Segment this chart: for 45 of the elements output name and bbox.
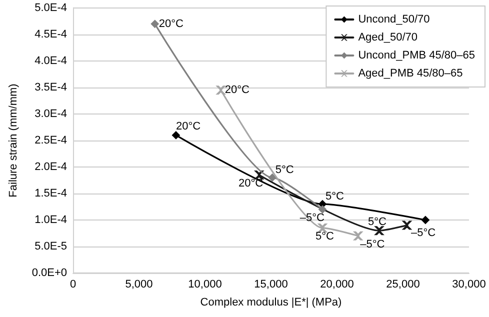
x-tick-label: 25,000 bbox=[386, 278, 420, 290]
y-tick-label: 5.0E-4 bbox=[34, 2, 67, 14]
y-tick-label: 3.5E-4 bbox=[34, 82, 67, 94]
annotation: –5°C bbox=[410, 226, 436, 239]
x-tick-label: 30,000 bbox=[452, 278, 486, 290]
point bbox=[318, 205, 326, 214]
annotation: 20°C bbox=[158, 18, 184, 30]
x-tick-label: 10,000 bbox=[188, 278, 222, 290]
y-tick-label: 2.5E-4 bbox=[34, 134, 67, 146]
annotation: 5°C bbox=[325, 190, 344, 203]
y-axis-title: Failure strain (mm/mm) bbox=[8, 84, 20, 198]
point bbox=[374, 226, 384, 236]
y-tick-label: 4.0E-4 bbox=[34, 55, 67, 67]
point bbox=[354, 231, 363, 240]
x-tick-label: 0 bbox=[70, 278, 76, 290]
point bbox=[216, 86, 226, 95]
y-tick-label: 1.0E-4 bbox=[34, 214, 67, 226]
annotation: 20°C bbox=[238, 177, 264, 190]
annotation: –5°C bbox=[360, 238, 385, 250]
point bbox=[268, 174, 276, 182]
legend-label: Uncond_PMB 45/80–65 bbox=[358, 50, 476, 62]
y-tick-label: 4.5E-4 bbox=[34, 28, 67, 40]
y-tick-label: 1.5E-4 bbox=[34, 188, 67, 200]
y-tick-label: 3.0E-4 bbox=[34, 108, 67, 120]
y-tick-label: 2.0E-4 bbox=[34, 161, 67, 173]
x-axis-title: Complex modulus |E*| (MPa) bbox=[200, 296, 342, 308]
annotation: 5°C bbox=[368, 216, 387, 228]
annotation: 5°C bbox=[275, 164, 294, 176]
point bbox=[402, 220, 412, 230]
x-tick-label: 5,000 bbox=[125, 278, 153, 290]
x-tick-label: 20,000 bbox=[320, 278, 354, 290]
legend-label: Aged_50/70 bbox=[358, 32, 418, 44]
x-tick-label: 15,000 bbox=[254, 278, 288, 290]
legend-label: Uncond_50/70 bbox=[358, 14, 430, 26]
y-tick-label: 0.0E+0 bbox=[32, 267, 67, 279]
annotation: 20°C bbox=[176, 120, 201, 133]
legend-label: Aged_PMB 45/80–65 bbox=[358, 68, 463, 80]
point bbox=[254, 170, 264, 180]
annotation: –5°C bbox=[300, 212, 325, 224]
annotation: 20°C bbox=[224, 84, 250, 96]
y-tick-label: 5.0E-5 bbox=[34, 240, 67, 252]
point bbox=[421, 216, 430, 224]
point bbox=[150, 20, 159, 28]
annotation: 5°C bbox=[315, 230, 334, 242]
point bbox=[172, 131, 180, 140]
